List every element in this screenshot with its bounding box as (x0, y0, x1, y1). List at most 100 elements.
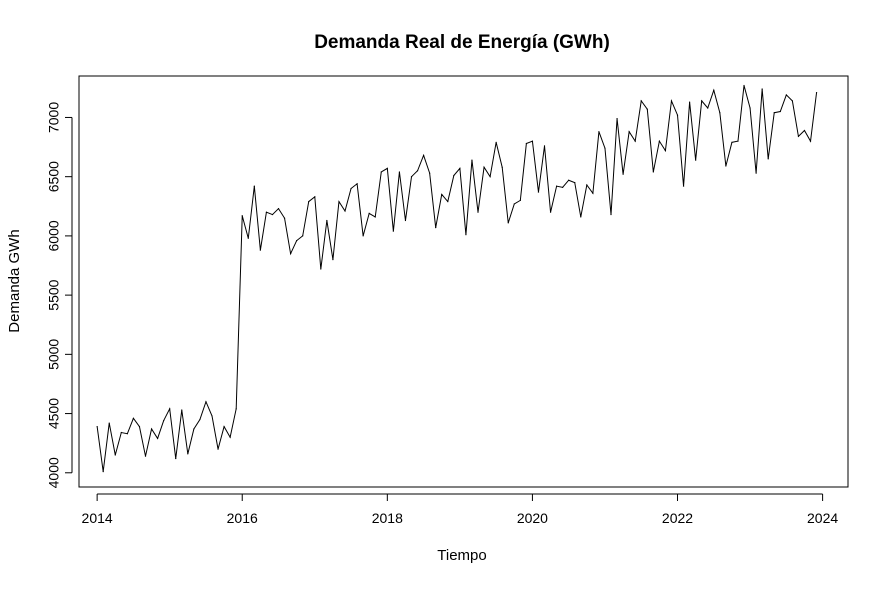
data-point (102, 471, 104, 473)
data-point (96, 425, 98, 428)
data-point (368, 212, 370, 214)
data-point (562, 186, 564, 188)
data-point (809, 140, 812, 142)
data-point (211, 415, 213, 417)
data-point (531, 140, 534, 142)
data-point (676, 114, 679, 116)
data-point (453, 174, 455, 177)
data-point (713, 89, 715, 91)
data-point (217, 448, 219, 450)
data-point (156, 437, 159, 440)
data-point (513, 203, 515, 205)
data-point (549, 211, 552, 213)
data-point (163, 420, 165, 422)
data-point (701, 100, 703, 102)
data-point (598, 131, 600, 133)
data-point (592, 192, 594, 194)
x-tick-label: 2016 (227, 510, 258, 526)
data-point (404, 219, 407, 222)
data-point (658, 140, 660, 142)
data-point (707, 107, 709, 109)
x-tick-label: 2018 (372, 510, 403, 526)
data-point (235, 408, 237, 410)
data-point (640, 100, 642, 102)
data-point (344, 210, 346, 212)
y-tick-label: 5500 (46, 279, 62, 310)
data-point (580, 216, 582, 218)
data-point (120, 431, 122, 434)
data-point (483, 166, 485, 168)
data-point (416, 170, 419, 172)
data-point (314, 196, 316, 198)
data-point (477, 211, 479, 213)
data-point (290, 253, 292, 255)
data-point (277, 208, 280, 210)
data-point (447, 200, 449, 203)
y-tick-label: 6000 (46, 220, 62, 251)
x-tick-label: 2024 (807, 510, 838, 526)
data-point (114, 454, 116, 456)
data-point (737, 140, 739, 142)
data-point (568, 179, 570, 181)
data-point (410, 176, 413, 178)
data-point (241, 215, 243, 217)
data-point (525, 142, 527, 145)
data-point (380, 171, 382, 173)
y-tick-label: 4500 (46, 398, 62, 429)
x-axis-label: Tiempo (437, 547, 486, 564)
data-point (423, 154, 425, 156)
data-point (356, 183, 358, 185)
data-point (749, 107, 751, 109)
data-point (308, 200, 310, 203)
data-point (574, 182, 576, 184)
data-point (489, 176, 491, 178)
chart-title: Demanda Real de Energía (GWh) (314, 32, 610, 53)
data-point (471, 159, 473, 161)
data-point (519, 199, 521, 201)
data-point (761, 88, 763, 90)
data-point (695, 159, 697, 161)
data-point (664, 150, 667, 152)
data-point (441, 193, 443, 196)
data-point (495, 141, 497, 143)
data-point (144, 455, 147, 457)
data-point (132, 417, 135, 419)
data-point (586, 184, 588, 186)
y-axis: 4000 4500 5000 5500 6000 6500 7000 (46, 102, 73, 488)
x-axis: 2014 2016 2018 2020 2022 2024 (82, 493, 838, 526)
data-point (126, 433, 128, 435)
data-point (791, 100, 793, 102)
data-point (332, 258, 334, 261)
series-line-demanda (96, 85, 818, 472)
data-point (265, 211, 268, 213)
data-point (507, 222, 509, 224)
series-points (96, 84, 818, 473)
data-point (610, 213, 612, 216)
data-point (785, 94, 787, 96)
y-tick-label: 7000 (46, 102, 62, 133)
y-tick-label: 4000 (46, 457, 62, 488)
data-point (622, 173, 624, 175)
data-point (803, 129, 806, 132)
data-point (296, 240, 298, 242)
data-point (374, 216, 376, 218)
data-point (743, 84, 745, 87)
data-point (731, 141, 733, 143)
data-point (169, 408, 171, 410)
data-point (338, 200, 340, 203)
data-point (326, 219, 328, 222)
data-point (205, 401, 207, 403)
data-point (634, 140, 636, 142)
y-tick-label: 6500 (46, 161, 62, 192)
data-point (271, 213, 274, 216)
data-point (616, 118, 618, 120)
data-point (193, 428, 195, 430)
data-point (187, 453, 189, 455)
data-point (755, 172, 757, 174)
data-point (652, 171, 654, 173)
data-point (247, 237, 249, 239)
data-point (725, 165, 727, 167)
plot-frame (78, 75, 849, 488)
data-point (138, 425, 141, 428)
data-point (779, 110, 781, 113)
